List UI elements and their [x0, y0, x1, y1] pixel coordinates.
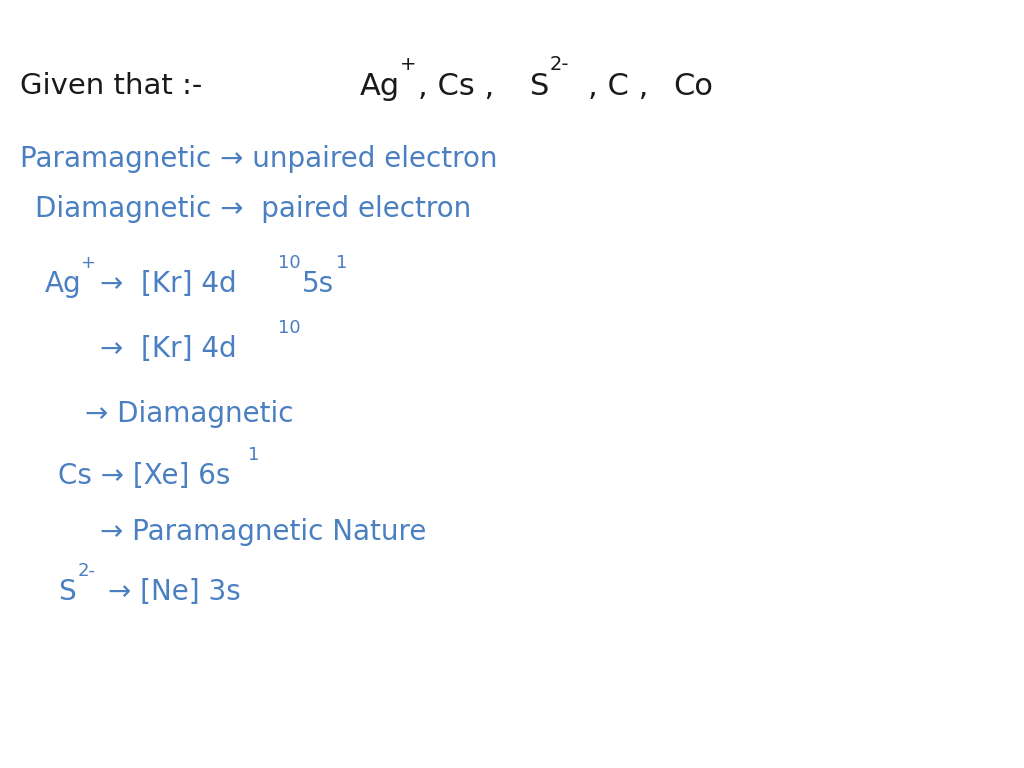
- Text: 1: 1: [336, 254, 347, 272]
- Text: 2-: 2-: [78, 562, 96, 580]
- Text: +: +: [80, 254, 95, 272]
- Text: →  [Kr] 4d: → [Kr] 4d: [100, 270, 237, 298]
- Text: Ag: Ag: [45, 270, 82, 298]
- Text: , Cs ,: , Cs ,: [418, 72, 495, 101]
- Text: , C ,: , C ,: [588, 72, 648, 101]
- Text: Cs → [Xe] 6s: Cs → [Xe] 6s: [58, 462, 230, 490]
- Text: 10: 10: [278, 254, 301, 272]
- Text: 10: 10: [278, 319, 301, 337]
- Text: →  [Kr] 4d: → [Kr] 4d: [100, 335, 237, 363]
- Text: Ag: Ag: [360, 72, 400, 101]
- Text: S: S: [530, 72, 549, 101]
- Text: → Diamagnetic: → Diamagnetic: [85, 400, 294, 428]
- Text: S: S: [58, 578, 76, 606]
- Text: +: +: [400, 55, 417, 74]
- Text: 2-: 2-: [550, 55, 569, 74]
- Text: Given that :-: Given that :-: [20, 72, 203, 100]
- Text: → Paramagnetic Nature: → Paramagnetic Nature: [100, 518, 426, 546]
- Text: Diamagnetic →  paired electron: Diamagnetic → paired electron: [35, 195, 471, 223]
- Text: → [Ne] 3s: → [Ne] 3s: [108, 578, 241, 606]
- Text: 5s: 5s: [302, 270, 334, 298]
- Text: 1: 1: [248, 446, 259, 464]
- Text: Co: Co: [673, 72, 713, 101]
- Text: Paramagnetic → unpaired electron: Paramagnetic → unpaired electron: [20, 145, 498, 173]
